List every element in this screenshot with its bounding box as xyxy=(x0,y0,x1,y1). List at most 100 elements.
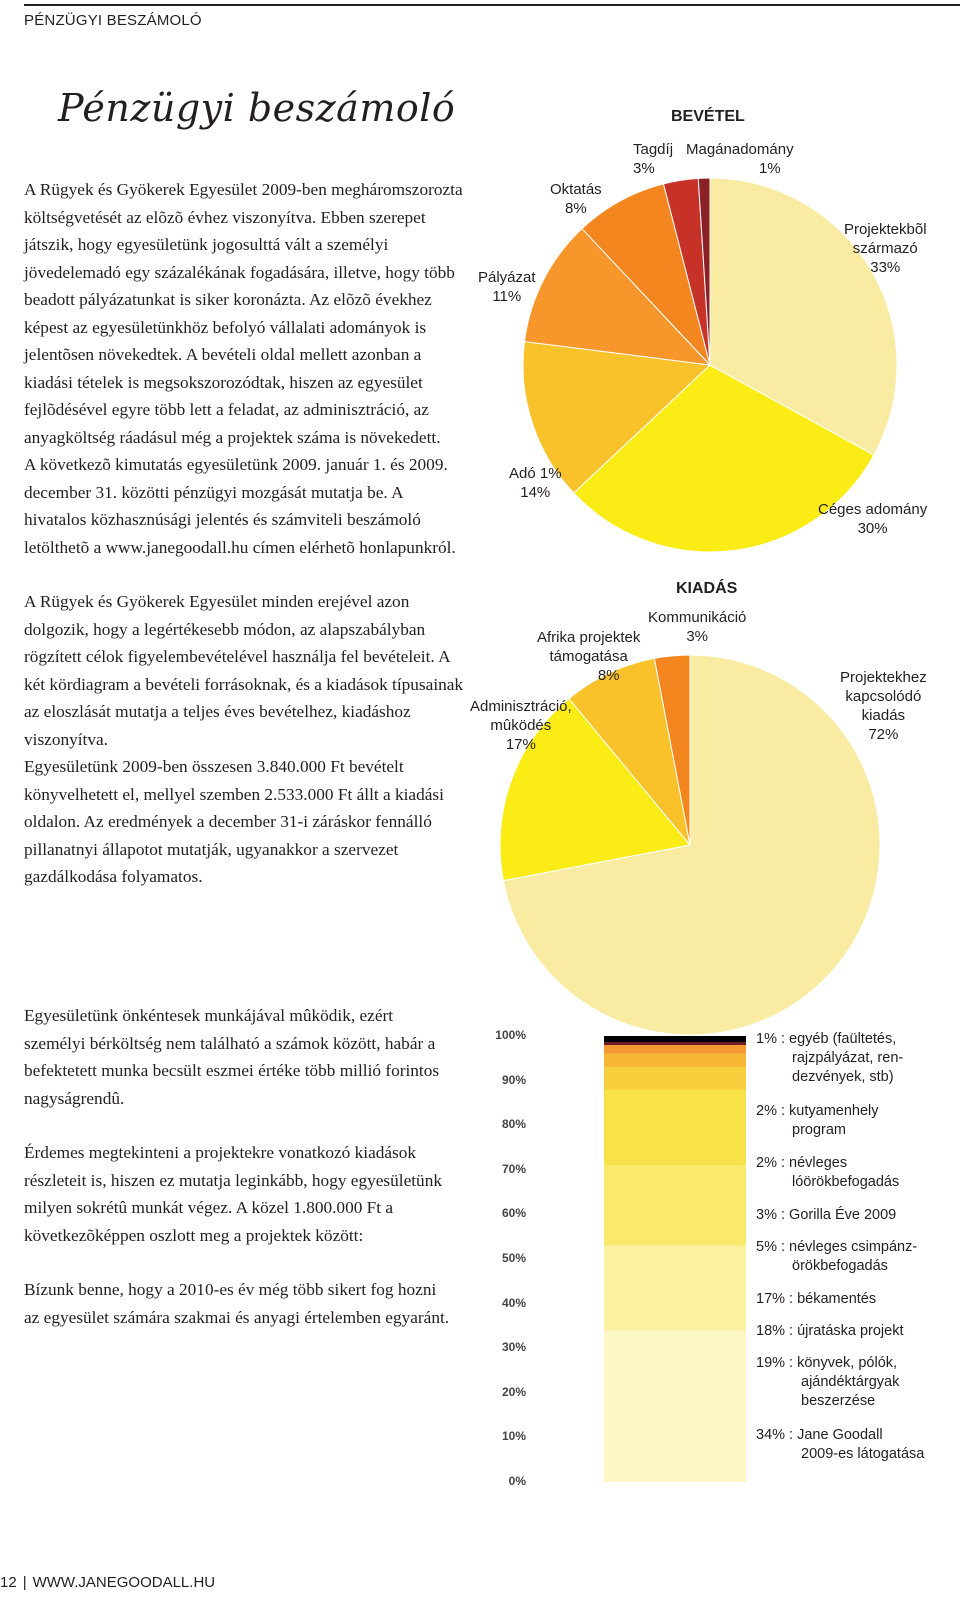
page-footer: 12 | WWW.JANEGOODALL.HU xyxy=(0,1574,215,1591)
label-value: 14% xyxy=(520,484,551,501)
label-name: Afrika projektek xyxy=(537,629,641,646)
label-name: kiadás xyxy=(861,707,906,724)
label-value: 33% xyxy=(870,259,901,276)
legend-line: lóörökbefogadás xyxy=(792,1174,900,1190)
pie-label-ado: Adó 1% 14% xyxy=(509,464,562,502)
label-value: 8% xyxy=(597,667,620,684)
pie-slice-1 xyxy=(500,697,691,882)
label-name: Projektekhez xyxy=(840,669,927,686)
pie-label-projektekbol: Projektekbõl származó 33% xyxy=(844,220,927,277)
paragraph: Érdemes megtekinteni a projektekre vonat… xyxy=(24,1143,442,1245)
legend-item-csimpanz: 5% : névleges csimpánz- örökbefogadás xyxy=(756,1238,956,1276)
pie-slice-4 xyxy=(581,183,711,366)
legend-line: 2009-es látogatása xyxy=(801,1446,925,1462)
label-value: 1% xyxy=(758,160,781,177)
label-name: kapcsolódó xyxy=(845,688,922,705)
legend-line: 18% : újratáska projekt xyxy=(756,1323,904,1339)
page-number: 12 xyxy=(0,1574,17,1591)
label-name: Adó 1% xyxy=(509,465,562,482)
paragraph: Egyesületünk önkéntesek munkájával mûköd… xyxy=(24,1006,440,1108)
bar-segment-0 xyxy=(604,1330,746,1482)
footer-website[interactable]: WWW.JANEGOODALL.HU xyxy=(32,1574,216,1591)
legend-item-egyeb: 1% : egyéb (faültetés, rajzpályázat, ren… xyxy=(756,1030,956,1087)
label-name: támogatása xyxy=(549,648,628,665)
bar-segment-5 xyxy=(604,1053,746,1068)
pie-slice-0 xyxy=(502,654,881,1036)
y-tick-label: 90% xyxy=(501,1072,526,1087)
bar-segment-2 xyxy=(604,1165,746,1246)
pie-label-maganadomany: Magánadomány 1% xyxy=(686,140,794,178)
label-name: Tagdíj xyxy=(633,141,674,158)
pie-label-adminisztracio: Adminisztráció, mûködés 17% xyxy=(470,697,572,754)
label-name: Pályázat xyxy=(478,269,536,286)
label-value: 3% xyxy=(633,160,655,177)
bar-segment-6 xyxy=(604,1044,746,1054)
section-header: PÉNZÜGYI BESZÁMOLÓ xyxy=(24,12,202,29)
y-tick-label: 30% xyxy=(501,1340,526,1355)
pie-label-projektekhez: Projektekhez kapcsolódó kiadás 72% xyxy=(840,668,927,744)
expense-pie-chart xyxy=(500,654,881,1036)
income-chart-title: BEVÉTEL xyxy=(671,108,745,125)
body-column-2: Egyesületünk önkéntesek munkájával mûköd… xyxy=(24,1002,454,1331)
pie-slice-3 xyxy=(653,654,691,846)
legend-item-lo: 2% : névleges lóörökbefogadás xyxy=(756,1154,956,1192)
legend-item-jane-goodall: 34% : Jane Goodall 2009-es látogatása xyxy=(756,1426,956,1464)
legend-line: 17% : békamentés xyxy=(756,1291,877,1307)
bar-top-cap xyxy=(604,1036,746,1042)
legend-line: 5% : névleges csimpánz- xyxy=(756,1239,918,1255)
y-tick-label: 50% xyxy=(501,1251,526,1265)
bar-top-band xyxy=(604,1042,746,1045)
y-tick-label: 100% xyxy=(495,1028,526,1042)
footer-separator: | xyxy=(22,1574,27,1591)
legend-line: 3% : Gorilla Éve 2009 xyxy=(756,1207,897,1223)
bar-segment-1 xyxy=(604,1245,746,1331)
pie-label-palyazat: Pályázat 11% xyxy=(478,268,536,306)
pie-label-tagdij: Tagdíj 3% xyxy=(633,140,673,178)
legend-line: 2% : névleges xyxy=(756,1155,848,1171)
legend-line: rajzpályázat, ren- xyxy=(792,1050,904,1066)
y-tick-label: 80% xyxy=(501,1117,526,1132)
paragraph: A következõ kimutatás egyesületünk 2009.… xyxy=(24,455,456,557)
pie-slice-2 xyxy=(568,657,691,846)
pie-slice-2 xyxy=(522,341,712,494)
label-name: Céges adomány xyxy=(818,501,928,518)
pie-label-ceges: Céges adomány 30% xyxy=(818,500,927,538)
pie-label-kommunikacio: Kommunikáció 3% xyxy=(648,608,746,646)
label-value: 8% xyxy=(565,200,587,217)
legend-line: dezvények, stb) xyxy=(792,1069,894,1085)
body-column-1: A Rügyek és Gyökerek Egyesület 2009-ben … xyxy=(24,176,466,891)
legend-line: ajándéktárgyak xyxy=(801,1374,900,1390)
label-value: 17% xyxy=(505,736,536,753)
y-tick-label: 40% xyxy=(501,1295,526,1310)
legend-item-gorilla: 3% : Gorilla Éve 2009 xyxy=(756,1206,956,1225)
legend-item-konyvek: 19% : könyvek, pólók, ajándéktárgyak bes… xyxy=(756,1354,956,1411)
label-value: 72% xyxy=(868,726,899,743)
y-tick-label: 20% xyxy=(501,1384,526,1399)
legend-line: 34% : Jane Goodall xyxy=(756,1427,883,1443)
label-value: 11% xyxy=(492,288,522,305)
y-tick-label: 0% xyxy=(508,1474,526,1488)
legend-line: program xyxy=(792,1122,846,1138)
paragraph: Egyesületünk 2009-ben összesen 3.840.000… xyxy=(24,757,444,886)
legend-line: 19% : könyvek, pólók, xyxy=(756,1355,898,1371)
legend-item-kutyamenhely: 2% : kutyamenhely program xyxy=(756,1102,956,1140)
header-rule xyxy=(24,4,960,6)
legend-line: örökbefogadás xyxy=(792,1258,888,1274)
y-tick-label: 70% xyxy=(501,1161,526,1176)
income-pie-chart xyxy=(522,177,898,553)
label-name: Oktatás xyxy=(550,181,602,198)
label-name: Projektekbõl xyxy=(844,221,927,238)
paragraph: A Rügyek és Gyökerek Egyesület minden er… xyxy=(24,592,464,749)
label-name: Adminisztráció, xyxy=(470,698,572,715)
pie-slice-0 xyxy=(709,177,898,456)
legend-line: 1% : egyéb (faültetés, xyxy=(756,1031,897,1047)
legend-item-ujrataska: 18% : újratáska projekt xyxy=(756,1322,956,1341)
label-name: származó xyxy=(852,240,918,257)
label-name: Magánadomány xyxy=(686,141,794,158)
page-title: Pénzügyi beszámoló xyxy=(58,86,456,130)
y-tick-label: 60% xyxy=(501,1206,526,1221)
paragraph: Bízunk benne, hogy a 2010-es év még több… xyxy=(24,1280,450,1327)
label-name: mûködés xyxy=(490,717,552,734)
label-value: 3% xyxy=(686,628,709,645)
expense-chart-title: KIADÁS xyxy=(676,580,738,597)
